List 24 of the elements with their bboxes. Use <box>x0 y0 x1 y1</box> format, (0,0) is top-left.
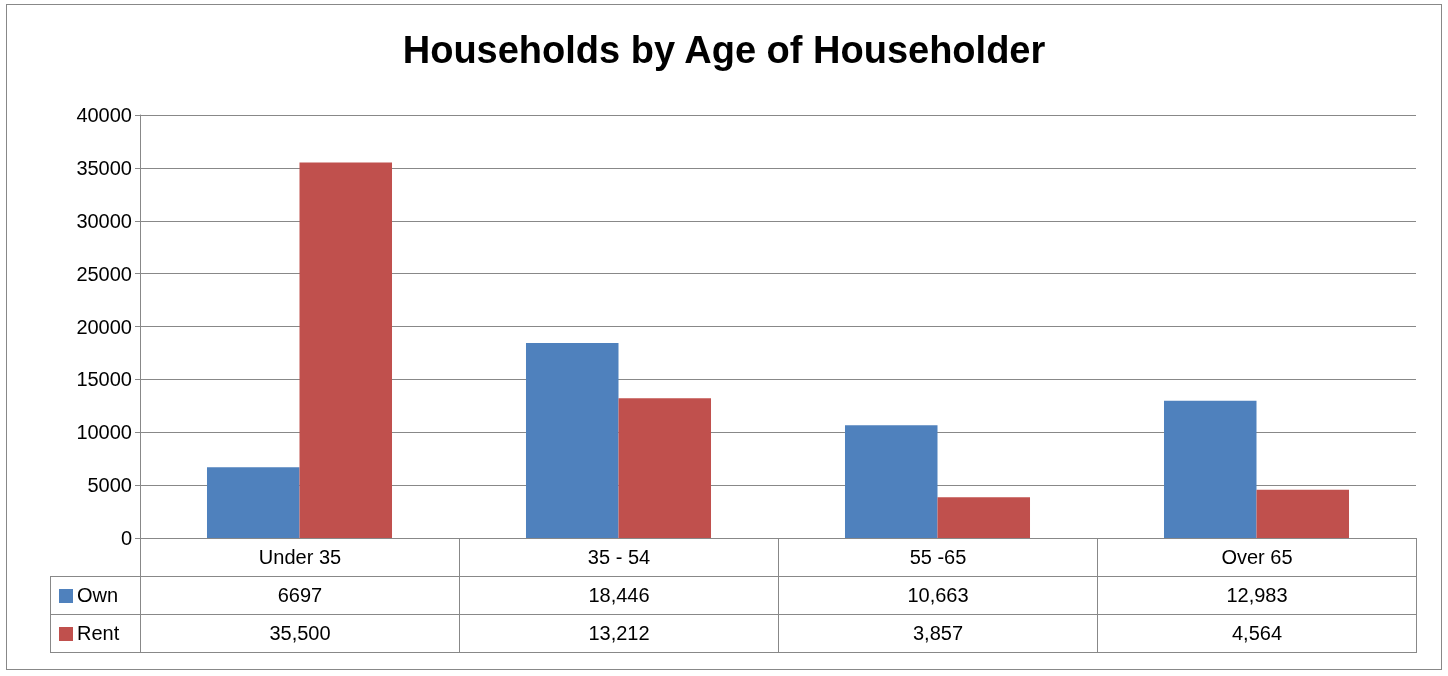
y-tick-label: 5000 <box>87 474 132 497</box>
y-tick-label: 0 <box>120 527 132 549</box>
data-label: 18,446 <box>459 576 779 615</box>
data-label: 12,983 <box>1097 576 1417 615</box>
data-label: 13,212 <box>459 614 779 653</box>
x-tick-label: 55 -65 <box>778 538 1098 577</box>
data-label: 35,500 <box>140 614 460 653</box>
legend-label: Rent <box>50 614 141 653</box>
legend-label: Own <box>50 576 141 615</box>
data-label: 4,564 <box>1097 614 1417 653</box>
y-tick-label: 25000 <box>76 262 132 285</box>
y-tick-label: 35000 <box>76 156 132 179</box>
data-label: 6697 <box>140 576 460 615</box>
data-label: 10,663 <box>778 576 1098 615</box>
y-tick-label: 30000 <box>76 209 132 232</box>
y-tick-label: 20000 <box>76 315 132 338</box>
x-tick-label: Under 35 <box>140 538 460 577</box>
chart-title: Households by Age of Householder <box>402 29 1046 71</box>
x-tick-label: Over 65 <box>1097 538 1417 577</box>
x-tick-label: 35 - 54 <box>459 538 779 577</box>
y-tick-label: 15000 <box>76 368 132 391</box>
y-tick-label: 40000 <box>76 104 132 126</box>
y-tick-label: 10000 <box>76 421 132 444</box>
data-label: 3,857 <box>778 614 1098 653</box>
